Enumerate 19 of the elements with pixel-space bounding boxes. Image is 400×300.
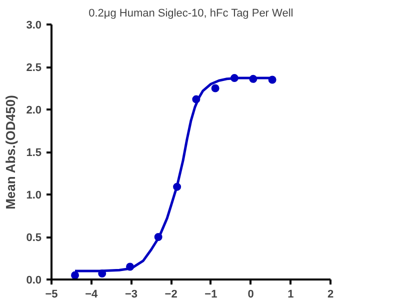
point [211,84,220,92]
y-tick-label: 0.0 [26,274,42,286]
x-tick-label: 1 [288,288,294,300]
y-tick-label: 3.0 [26,20,42,32]
x-tick-label: −2 [164,288,178,300]
x-tick-label: 2 [327,288,334,300]
x-tick-label: −4 [85,288,99,300]
y-tick-label: 2.5 [26,62,42,74]
x-tick-label: −3 [124,288,138,300]
y-axis-title: Mean Abs.(OD450) [3,95,18,210]
x-tick-label: −1 [204,288,218,300]
y-tick-label: 0.5 [26,232,42,244]
y-tick-label: 1.0 [26,190,42,202]
point [71,271,80,280]
chart-title: 0.2μg Human Siglec-10, hFc Tag Per Well [88,8,294,20]
y-tick-label: 1.5 [26,147,42,159]
x-tick-label: −5 [45,288,58,300]
y-tick-label: 2.0 [26,104,42,116]
x-tick-label: 0 [248,288,254,300]
